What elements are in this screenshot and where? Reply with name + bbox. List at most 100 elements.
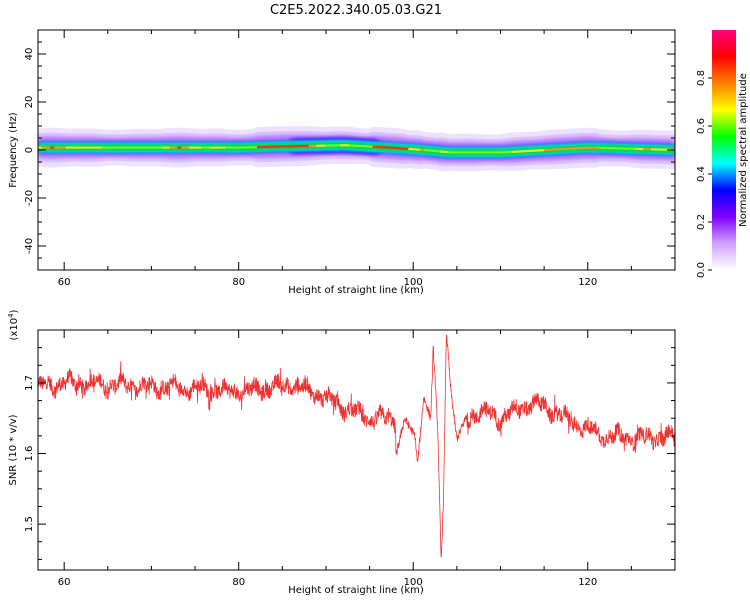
spectrogram-cell bbox=[249, 146, 254, 149]
spectrogram-cell bbox=[73, 146, 79, 149]
spectrogram-cell bbox=[149, 146, 155, 149]
spectrogram-cell bbox=[260, 145, 266, 149]
spectrogram-cell bbox=[463, 151, 469, 154]
spectrogram-cell bbox=[408, 147, 413, 151]
spectrogram-cell bbox=[256, 145, 262, 149]
spectrogram-cell bbox=[300, 144, 306, 148]
spectrogram-cell bbox=[444, 150, 449, 154]
spectrogram-y-tick-label: 20 bbox=[24, 96, 35, 109]
spectrogram-cell bbox=[372, 145, 378, 148]
spectrogram-x-tick-label: 80 bbox=[232, 277, 245, 288]
spectrogram-cell bbox=[81, 146, 87, 149]
spectrogram-cell bbox=[663, 148, 668, 151]
spectrogram-cell bbox=[503, 151, 509, 154]
spectrogram-cell bbox=[61, 146, 67, 149]
spectrogram-cell bbox=[591, 146, 596, 149]
spectrogram-cell bbox=[551, 148, 557, 151]
spectrogram-cell bbox=[348, 144, 354, 147]
spectrogram-cell bbox=[611, 147, 616, 150]
spectrogram-cell bbox=[344, 144, 350, 147]
spectrogram-cell bbox=[225, 146, 230, 149]
spectrogram-cell bbox=[209, 146, 214, 149]
snr-x-tick-label: 80 bbox=[232, 577, 245, 588]
spectrogram-cell bbox=[539, 149, 545, 152]
spectrogram-y-tick-label: -40 bbox=[24, 238, 35, 254]
spectrogram-cell bbox=[97, 146, 103, 149]
spectrogram-x-tick-label: 120 bbox=[578, 277, 597, 288]
spectrogram-cell bbox=[272, 145, 278, 148]
spectrogram-cell bbox=[635, 147, 640, 151]
spectrogram-cell bbox=[487, 151, 493, 154]
spectrogram-cell bbox=[157, 146, 163, 149]
spectrogram-cell bbox=[579, 146, 585, 150]
spectrogram-cell bbox=[197, 146, 202, 149]
spectrogram-cell bbox=[165, 146, 170, 149]
spectrogram-y-tick-label: -20 bbox=[24, 190, 35, 206]
snr-scale-base: (x10 bbox=[9, 318, 20, 341]
spectrogram-cell bbox=[137, 146, 143, 149]
spectrogram-cell bbox=[639, 147, 644, 151]
spectrogram-cell bbox=[452, 151, 457, 154]
spectrogram-cell bbox=[647, 148, 652, 151]
spectrogram-cell bbox=[93, 146, 99, 149]
spectrogram-cell bbox=[201, 146, 206, 149]
spectrogram-cell bbox=[252, 146, 258, 149]
snr-y-tick-label: 1.7 bbox=[24, 375, 35, 391]
spectrogram-cell bbox=[77, 146, 83, 149]
spectrogram-cell bbox=[412, 148, 417, 151]
spectrogram-cell bbox=[603, 146, 608, 150]
spectrogram-cell bbox=[161, 146, 166, 149]
spectrogram-cell bbox=[643, 148, 648, 151]
spectrogram-cell bbox=[205, 146, 210, 149]
spectrogram-cell bbox=[38, 146, 43, 149]
spectrogram-cell bbox=[173, 146, 178, 149]
spectrogram-cell bbox=[45, 146, 51, 149]
spectrogram-cell bbox=[400, 147, 405, 150]
spectrogram-cell bbox=[523, 150, 529, 153]
spectrogram-cell bbox=[392, 146, 397, 150]
spectrogram-cell bbox=[615, 147, 620, 150]
spectrogram-cell bbox=[479, 151, 485, 154]
snr-scale-label: (x104) bbox=[7, 309, 20, 340]
spectrogram-axes: 60 80 100 120 40 20 0 -20 -40 bbox=[24, 29, 676, 288]
spectrogram-cell bbox=[296, 145, 302, 148]
spectrogram-x-axis-label: Height of straight line (km) bbox=[288, 285, 424, 296]
spectrogram-cell bbox=[121, 146, 127, 149]
spectrogram-cell bbox=[599, 146, 604, 150]
spectrogram-cell bbox=[368, 145, 374, 148]
spectrogram-cell bbox=[448, 151, 453, 154]
spectrogram-cell bbox=[117, 146, 123, 149]
spectrogram-panel: 60 80 100 120 40 20 0 -20 -40 Height of straight… bbox=[8, 29, 676, 296]
spectrogram-cell bbox=[280, 145, 286, 148]
spectrogram-cell bbox=[213, 146, 218, 149]
spectrogram-cell bbox=[308, 144, 314, 147]
colorbar-ramp bbox=[712, 30, 736, 270]
spectrogram-cell bbox=[627, 147, 632, 150]
colorbar-tick-label: 0.8 bbox=[696, 70, 707, 86]
spectrogram-cell bbox=[113, 146, 119, 149]
spectrogram-cell bbox=[237, 146, 242, 149]
spectrogram-cell bbox=[575, 147, 581, 150]
spectrogram-cell bbox=[424, 149, 429, 152]
colorbar-ticks: 0.0 0.2 0.4 0.6 0.8 bbox=[696, 70, 712, 278]
spectrogram-cell bbox=[41, 146, 47, 149]
spectrogram-cell bbox=[125, 146, 131, 149]
spectrogram-cell bbox=[264, 145, 270, 148]
spectrogram-cell bbox=[531, 149, 537, 152]
spectrogram-cell bbox=[185, 146, 190, 149]
snr-series-line bbox=[38, 334, 675, 558]
spectrogram-cell bbox=[324, 144, 330, 147]
snr-x-tick-label: 100 bbox=[404, 577, 423, 588]
spectrogram-cell bbox=[471, 151, 477, 154]
spectrogram-cell bbox=[495, 151, 501, 154]
spectrogram-cell bbox=[396, 147, 401, 150]
spectrogram-cell bbox=[229, 146, 234, 149]
spectrogram-cell bbox=[559, 148, 565, 151]
spectrogram-cell bbox=[53, 146, 59, 149]
spectrogram-x-tick-label: 60 bbox=[58, 277, 71, 288]
spectrogram-cell bbox=[181, 146, 186, 149]
spectrogram-cell bbox=[292, 145, 298, 148]
spectrogram-cell bbox=[499, 151, 505, 154]
